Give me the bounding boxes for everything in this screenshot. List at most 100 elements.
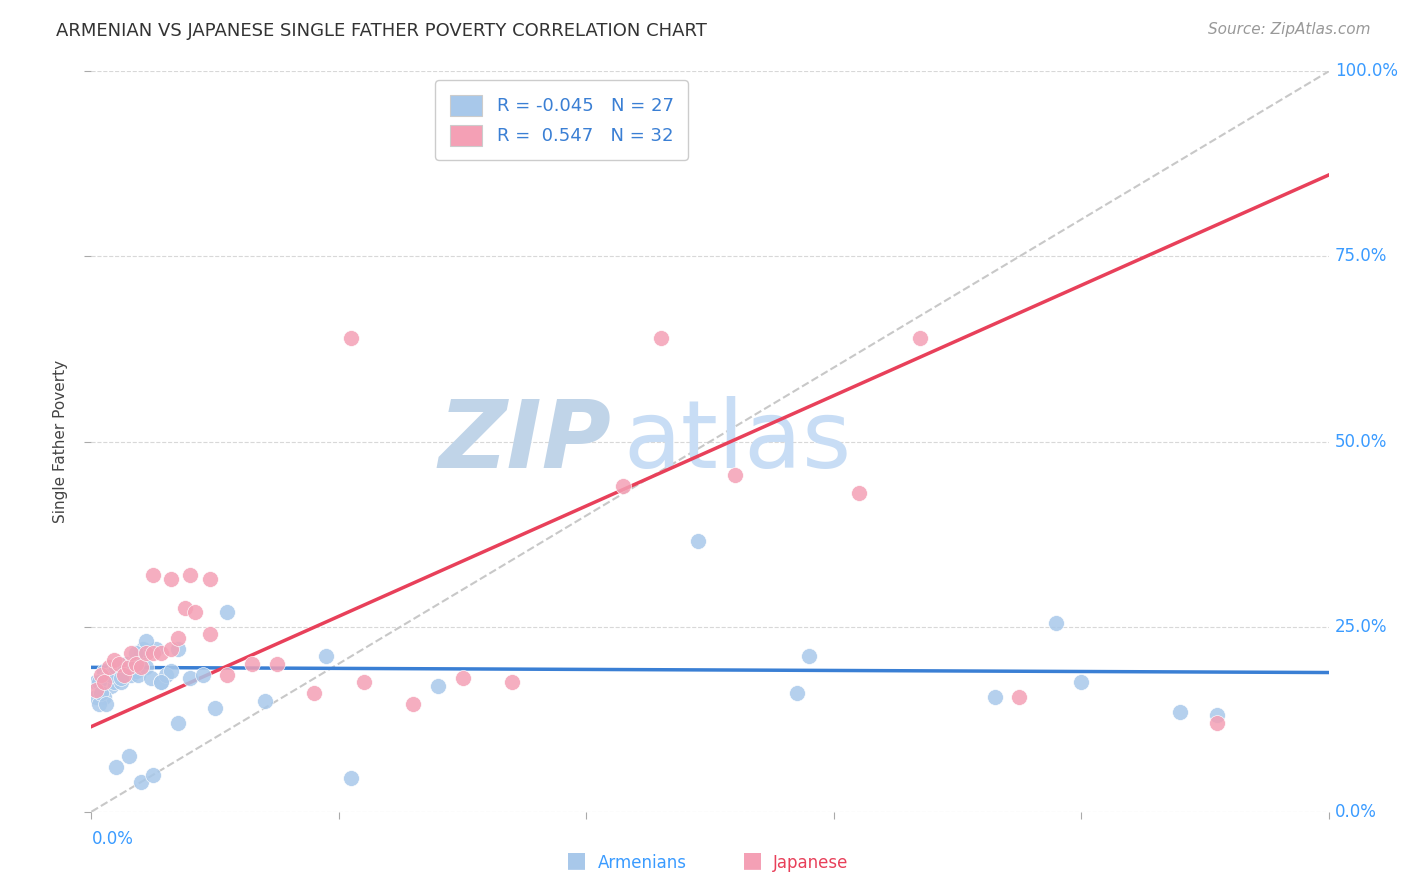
Text: ■: ■ xyxy=(742,850,762,870)
Point xyxy=(191,667,214,681)
Point xyxy=(97,660,120,674)
Point xyxy=(87,698,110,712)
Point xyxy=(86,690,108,704)
Text: 50.0%: 50.0% xyxy=(1334,433,1388,450)
Point xyxy=(302,686,325,700)
Point xyxy=(103,653,125,667)
Text: 100.0%: 100.0% xyxy=(1334,62,1398,80)
Point xyxy=(983,690,1005,704)
Point xyxy=(96,698,118,712)
Point xyxy=(198,627,221,641)
Point xyxy=(103,675,125,690)
Point xyxy=(107,657,129,671)
Point xyxy=(612,479,634,493)
Point xyxy=(129,775,152,789)
Point xyxy=(129,660,152,674)
Point xyxy=(122,657,145,671)
Point xyxy=(100,667,122,681)
Point xyxy=(155,667,177,681)
Point xyxy=(179,567,201,582)
Point xyxy=(97,667,120,681)
Point xyxy=(139,672,162,686)
Point xyxy=(125,646,148,660)
Point xyxy=(127,667,149,681)
Text: atlas: atlas xyxy=(623,395,852,488)
Point xyxy=(426,679,449,693)
Point xyxy=(112,667,135,681)
Point xyxy=(86,675,108,690)
Point xyxy=(1206,708,1229,723)
Point xyxy=(142,567,165,582)
Point xyxy=(120,667,142,681)
Point xyxy=(142,767,165,781)
Point xyxy=(204,701,226,715)
Point xyxy=(96,672,118,686)
Point xyxy=(910,331,932,345)
Point xyxy=(402,698,425,712)
Point xyxy=(184,605,207,619)
Point xyxy=(107,667,129,681)
Point xyxy=(117,749,139,764)
Point xyxy=(1045,615,1067,630)
Point xyxy=(724,467,747,482)
Point xyxy=(501,675,523,690)
Point xyxy=(686,534,709,549)
Point xyxy=(90,667,112,681)
Point xyxy=(217,605,239,619)
Point xyxy=(797,649,820,664)
Point xyxy=(149,675,172,690)
Point xyxy=(135,660,157,674)
Point xyxy=(451,672,474,686)
Text: 0.0%: 0.0% xyxy=(91,830,134,848)
Point xyxy=(159,572,181,586)
Point xyxy=(1008,690,1031,704)
Point xyxy=(100,679,122,693)
Text: 75.0%: 75.0% xyxy=(1334,247,1388,266)
Text: ARMENIAN VS JAPANESE SINGLE FATHER POVERTY CORRELATION CHART: ARMENIAN VS JAPANESE SINGLE FATHER POVER… xyxy=(56,22,707,40)
Point xyxy=(93,675,115,690)
Legend: R = -0.045   N = 27, R =  0.547   N = 32: R = -0.045 N = 27, R = 0.547 N = 32 xyxy=(434,80,688,160)
Point xyxy=(340,331,363,345)
Point xyxy=(86,682,108,697)
Point xyxy=(253,694,276,708)
Point xyxy=(149,675,172,690)
Point xyxy=(135,646,157,660)
Point xyxy=(848,486,870,500)
Point xyxy=(135,634,157,648)
Point xyxy=(159,664,181,678)
Point xyxy=(198,572,221,586)
Text: ■: ■ xyxy=(567,850,586,870)
Point xyxy=(1206,715,1229,730)
Point xyxy=(110,672,132,686)
Point xyxy=(240,657,263,671)
Point xyxy=(786,686,808,700)
Text: ZIP: ZIP xyxy=(439,395,612,488)
Point xyxy=(167,631,190,645)
Point xyxy=(315,649,337,664)
Text: Armenians: Armenians xyxy=(598,855,686,872)
Point xyxy=(105,660,128,674)
Text: 25.0%: 25.0% xyxy=(1334,617,1388,636)
Point xyxy=(87,675,110,690)
Point xyxy=(117,660,139,674)
Point xyxy=(1070,675,1092,690)
Point xyxy=(167,641,190,656)
Point xyxy=(105,760,128,774)
Point xyxy=(115,657,138,671)
Point xyxy=(120,646,142,660)
Point xyxy=(125,664,148,678)
Point xyxy=(117,660,139,674)
Point xyxy=(353,675,375,690)
Text: 0.0%: 0.0% xyxy=(1334,803,1376,821)
Point xyxy=(125,657,148,671)
Point xyxy=(117,660,139,674)
Point xyxy=(105,660,128,674)
Point xyxy=(217,667,239,681)
Point xyxy=(179,672,201,686)
Y-axis label: Single Father Poverty: Single Father Poverty xyxy=(53,360,69,523)
Point xyxy=(93,690,115,704)
Point xyxy=(93,664,115,678)
Point xyxy=(132,641,155,656)
Point xyxy=(650,331,672,345)
Point xyxy=(142,646,165,660)
